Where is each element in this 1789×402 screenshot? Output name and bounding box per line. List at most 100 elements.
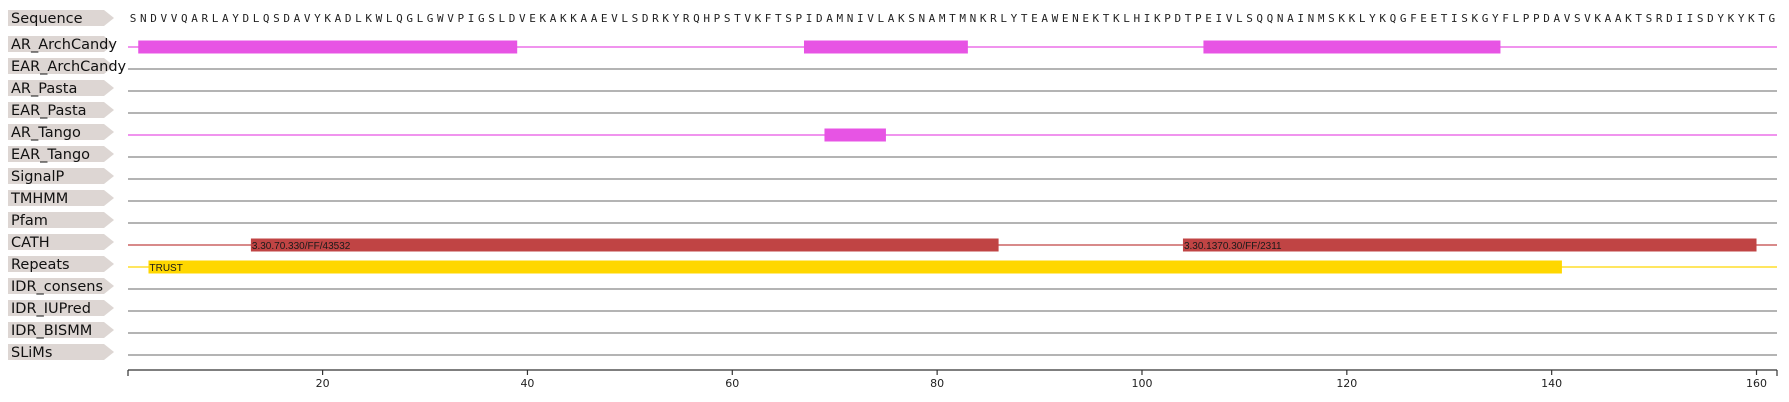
sequence-residue: K bbox=[1113, 12, 1120, 25]
sequence-residue: L bbox=[386, 12, 393, 25]
sequence-residue: V bbox=[304, 12, 311, 25]
sequence-residue: P bbox=[1195, 12, 1202, 25]
track-label-text: AR_Tango bbox=[11, 125, 81, 141]
sequence-residue: D bbox=[509, 12, 516, 25]
x-axis-tick-label: 100 bbox=[1131, 377, 1152, 390]
sequence-residue: T bbox=[1021, 12, 1028, 25]
track-label-bg bbox=[8, 102, 114, 118]
sequence-residue: L bbox=[499, 12, 506, 25]
track-label-bg bbox=[8, 322, 114, 338]
sequence-residue: S bbox=[1697, 12, 1704, 25]
sequence-residue: I bbox=[1297, 12, 1304, 25]
sequence-residue: V bbox=[1226, 12, 1233, 25]
sequence-residue: Q bbox=[263, 12, 270, 25]
sequence-residue: A bbox=[888, 12, 895, 25]
sequence-residue: Y bbox=[314, 12, 321, 25]
sequence-residue: D bbox=[1707, 12, 1714, 25]
sequence-residue: Y bbox=[1011, 12, 1018, 25]
sequence-residue: F bbox=[1502, 12, 1509, 25]
sequence-residue: E bbox=[601, 12, 608, 25]
feature-bar[interactable] bbox=[138, 40, 518, 54]
track-row-idr-bismm: IDR_BISMM bbox=[8, 322, 1777, 339]
sequence-residue: K bbox=[898, 12, 905, 25]
sequence-residue: S bbox=[1328, 12, 1335, 25]
feature-bar[interactable] bbox=[824, 128, 886, 142]
sequence-residue: A bbox=[335, 12, 342, 25]
sequence-label: Sequence bbox=[8, 10, 114, 27]
sequence-residue: V bbox=[161, 12, 168, 25]
sequence-residue: Q bbox=[396, 12, 403, 25]
sequence-residue: H bbox=[1134, 12, 1141, 25]
track-label-text: CATH bbox=[11, 235, 50, 251]
track-row-cath: CATH 3.30.70.330/FF/43532 3.30.1370.30/FF/… bbox=[8, 234, 1777, 252]
track-row-repeats: Repeats TRUST bbox=[8, 256, 1777, 274]
sequence-residue: P bbox=[714, 12, 721, 25]
sequence-residue: D bbox=[283, 12, 290, 25]
sequence-residue: M bbox=[959, 12, 966, 25]
track-label-text: AR_ArchCandy bbox=[11, 37, 117, 53]
feature-bar[interactable] bbox=[148, 260, 1562, 274]
x-axis: 20 40 60 80 100 120 140 160 bbox=[127, 369, 1778, 390]
track-label: EAR_ArchCandy bbox=[8, 58, 127, 75]
sequence-residue: M bbox=[1318, 12, 1325, 25]
sequence-residue: G bbox=[478, 12, 485, 25]
sequence-residue: W bbox=[1052, 12, 1059, 25]
track-label: SLiMs bbox=[8, 344, 114, 361]
track-label: Repeats bbox=[8, 256, 114, 273]
sequence-row: Sequence S N D V V Q A R L A Y D L Q S D A V Y K A D L K W L Q G L G W V… bbox=[8, 10, 1775, 27]
track-label-text: TMHMM bbox=[10, 191, 68, 207]
sequence-residue: R bbox=[990, 12, 997, 25]
track-label-bg bbox=[8, 168, 114, 184]
sequence-residue: V bbox=[1584, 12, 1591, 25]
track-label: AR_Pasta bbox=[8, 80, 114, 97]
sequence-residue: P bbox=[796, 12, 803, 25]
sequence-residue: A bbox=[1615, 12, 1622, 25]
sequence-residue: F bbox=[1410, 12, 1417, 25]
sequence-residue: D bbox=[1666, 12, 1673, 25]
track-row-pfam: Pfam bbox=[8, 212, 1777, 229]
sequence-residue: M bbox=[939, 12, 946, 25]
feature-bar[interactable] bbox=[803, 40, 968, 54]
sequence-residue: Q bbox=[1256, 12, 1263, 25]
track-label-text: IDR_IUPred bbox=[11, 301, 91, 317]
track-row-tmhmm: TMHMM bbox=[8, 190, 1777, 207]
sequence-residue: A bbox=[191, 12, 198, 25]
sequence-residue: R bbox=[201, 12, 208, 25]
sequence-residue: W bbox=[376, 12, 383, 25]
sequence-residue: S bbox=[1646, 12, 1653, 25]
sequence-residue: Y bbox=[232, 12, 239, 25]
sequence-residue: A bbox=[826, 12, 833, 25]
sequence-residue: D bbox=[1174, 12, 1181, 25]
sequence-residue: T bbox=[775, 12, 782, 25]
track-label: AR_Tango bbox=[8, 124, 114, 141]
sequence-residue: P bbox=[1533, 12, 1540, 25]
feature-bar[interactable] bbox=[250, 238, 999, 252]
sequence-residue: L bbox=[212, 12, 219, 25]
x-axis-tick-label: 60 bbox=[725, 377, 739, 390]
sequence-residue: G bbox=[427, 12, 434, 25]
track-label-bg bbox=[8, 190, 114, 206]
sequence-residue: G bbox=[1482, 12, 1489, 25]
sequence-residue: A bbox=[222, 12, 229, 25]
sequence-residue: K bbox=[1748, 12, 1755, 25]
track-row-ear-tango: EAR_Tango bbox=[8, 146, 1777, 163]
sequence-residue: D bbox=[242, 12, 249, 25]
sequence-residue: N bbox=[918, 12, 925, 25]
sequence-residue: R bbox=[1656, 12, 1663, 25]
sequence-residue: N bbox=[1308, 12, 1315, 25]
sequence-residue: G bbox=[1769, 12, 1776, 25]
feature-bar[interactable] bbox=[1203, 40, 1501, 54]
sequence-residue: E bbox=[1431, 12, 1438, 25]
sequence-residue: S bbox=[632, 12, 639, 25]
sequence-residue: R bbox=[652, 12, 659, 25]
track-rows: Sequence S N D V V Q A R L A Y D L Q S D A V Y K A D L K W L Q G L G W V… bbox=[8, 10, 1777, 361]
sequence-residue: V bbox=[744, 12, 751, 25]
track-label-text: EAR_Tango bbox=[11, 147, 90, 163]
feature-bar[interactable] bbox=[1182, 238, 1757, 252]
track-row-ar-pasta: AR_Pasta bbox=[8, 80, 1777, 97]
x-axis-tick-label: 20 bbox=[316, 377, 330, 390]
sequence-residue: R bbox=[683, 12, 690, 25]
sequence-residue: K bbox=[560, 12, 567, 25]
sequence-residue: A bbox=[1287, 12, 1294, 25]
